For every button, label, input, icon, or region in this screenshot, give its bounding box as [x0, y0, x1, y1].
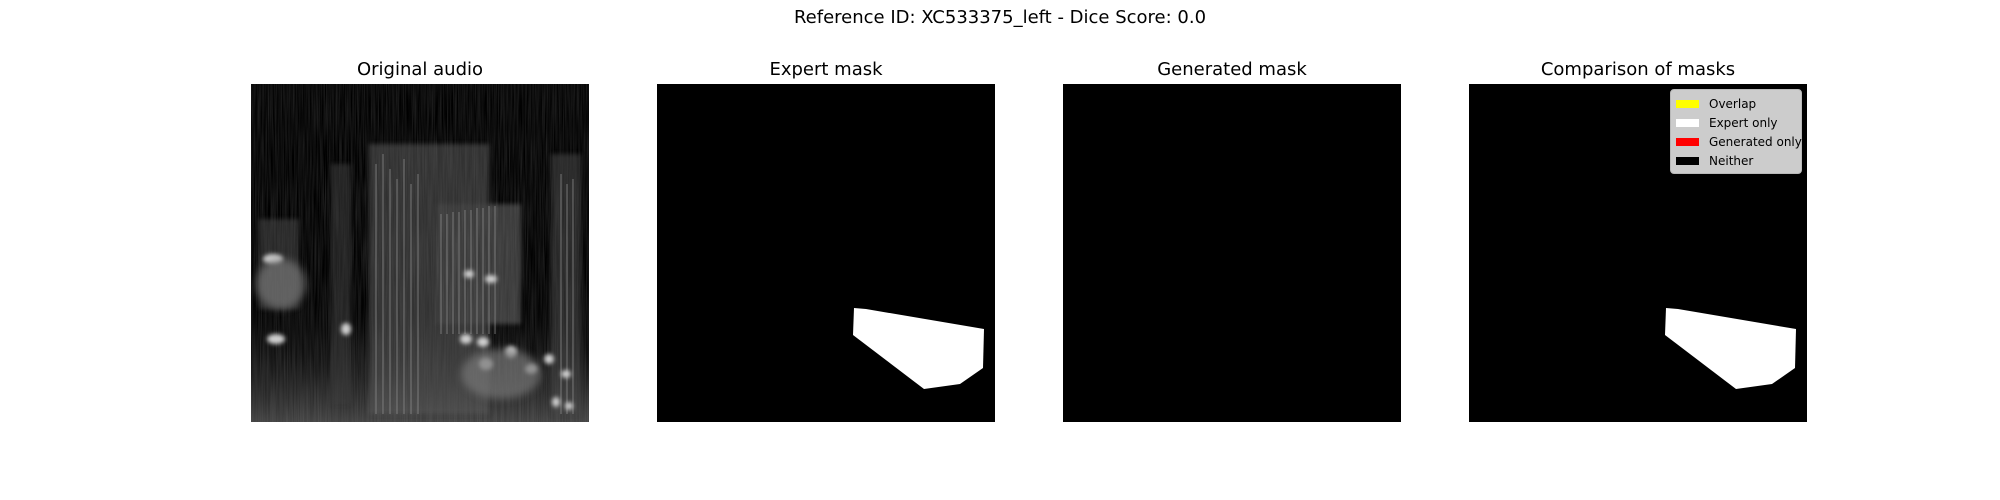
panel-original-audio: Original audio	[251, 59, 589, 422]
legend-item-overlap: Overlap	[1674, 94, 1795, 113]
expert-mask-region	[853, 308, 984, 389]
spectrogram-svg	[251, 84, 589, 422]
legend-item-expert-only: Expert only	[1674, 113, 1795, 132]
expert-only-region	[1665, 308, 1796, 389]
legend-swatch-expert-only	[1676, 118, 1699, 127]
panel-title: Generated mask	[1157, 59, 1307, 80]
legend-label: Expert only	[1709, 115, 1778, 130]
panel-expert-mask: Expert mask	[657, 59, 995, 422]
generated-mask-image	[1063, 84, 1401, 422]
legend-label: Overlap	[1709, 96, 1757, 111]
legend-swatch-overlap	[1676, 99, 1699, 108]
panel-title: Comparison of masks	[1540, 59, 1736, 80]
figure-suptitle: Reference ID: XC533375_left - Dice Score…	[793, 7, 1207, 28]
legend-label: Neither	[1709, 153, 1754, 168]
legend-item-neither: Neither	[1674, 151, 1795, 170]
panel-comparison: Comparison of masks Overlap Expert only …	[1469, 59, 1807, 422]
legend-swatch-generated-only	[1676, 137, 1699, 146]
expert-mask-svg	[657, 84, 995, 422]
comparison-mask-image: Overlap Expert only Generated only Neith…	[1469, 84, 1807, 422]
spectrogram-image	[251, 84, 589, 422]
legend-item-generated-only: Generated only	[1674, 132, 1802, 151]
generated-mask-svg	[1063, 84, 1401, 422]
panel-title: Expert mask	[769, 59, 883, 80]
panel-title: Original audio	[356, 59, 484, 80]
panel-generated-mask: Generated mask	[1063, 59, 1401, 422]
legend-swatch-neither	[1676, 156, 1699, 165]
legend-label: Generated only	[1709, 134, 1802, 149]
legend: Overlap Expert only Generated only Neith…	[1670, 89, 1802, 174]
expert-mask-image	[657, 84, 995, 422]
